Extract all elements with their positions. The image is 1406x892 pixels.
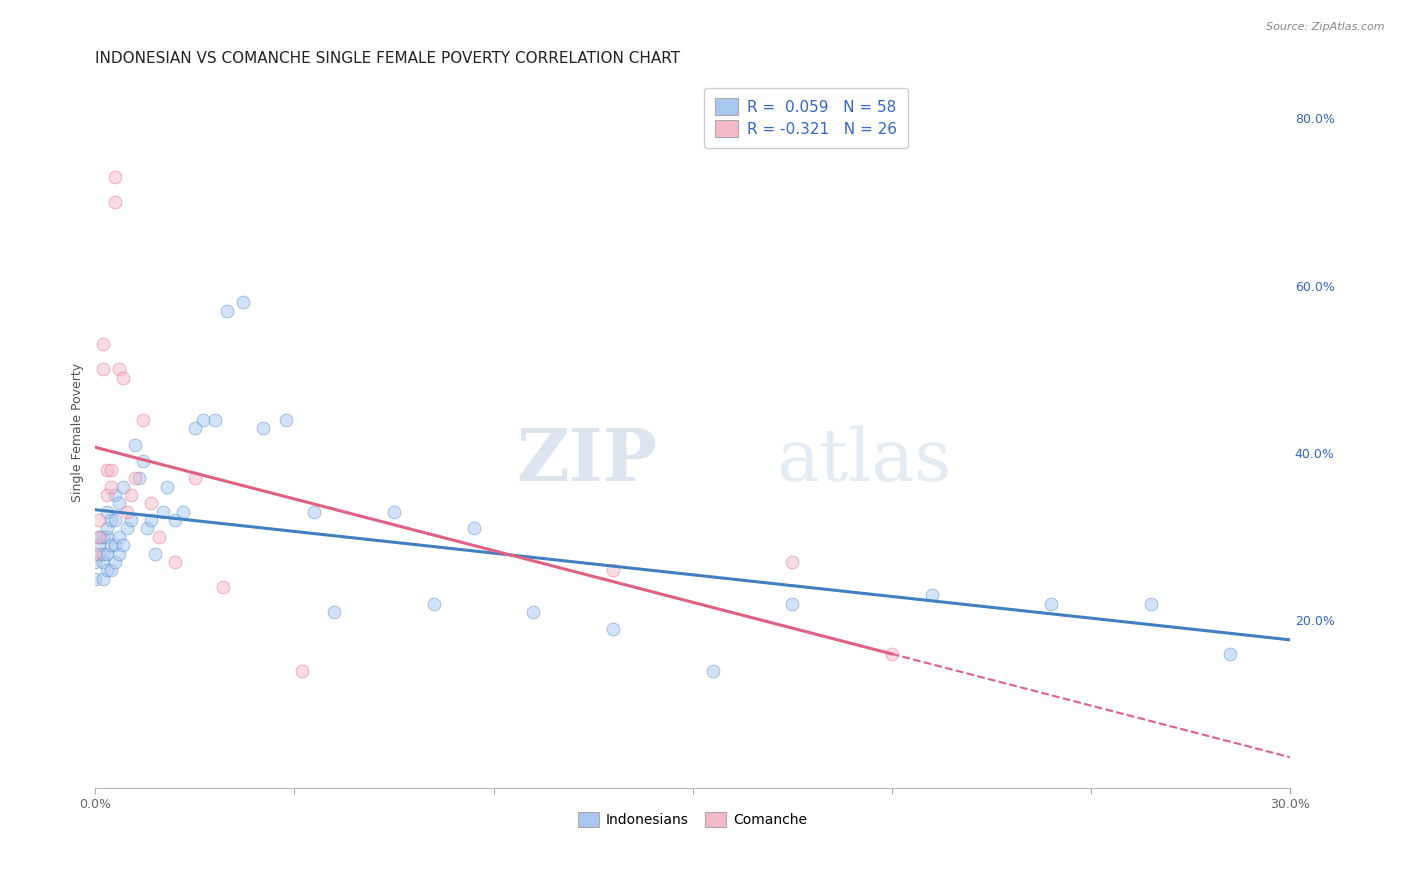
Point [128, 471, 150, 485]
Point [96, 547, 118, 561]
Point [143, 547, 166, 561]
Text: ZIP: ZIP [516, 425, 657, 496]
Point [163, 555, 186, 569]
Point [89, 513, 111, 527]
Y-axis label: Single Female Poverty: Single Female Poverty [72, 363, 84, 502]
Point [132, 454, 155, 468]
Point [91, 572, 114, 586]
Point [191, 412, 214, 426]
Point [104, 555, 127, 569]
Point [323, 605, 346, 619]
Point [232, 295, 254, 310]
Point [112, 538, 135, 552]
Point [108, 362, 131, 376]
Point [1040, 597, 1063, 611]
Point [276, 412, 298, 426]
Point [96, 463, 118, 477]
Point [124, 471, 146, 485]
Point [89, 547, 111, 561]
Point [291, 664, 314, 678]
Point [156, 480, 179, 494]
Point [124, 438, 146, 452]
Point [84, 555, 107, 569]
Point [104, 488, 127, 502]
Point [120, 488, 142, 502]
Text: INDONESIAN VS COMANCHE SINGLE FEMALE POVERTY CORRELATION CHART: INDONESIAN VS COMANCHE SINGLE FEMALE POV… [96, 51, 681, 66]
Point [108, 496, 131, 510]
Point [602, 622, 624, 636]
Point [136, 521, 159, 535]
Point [148, 530, 170, 544]
Point [91, 337, 114, 351]
Point [112, 480, 135, 494]
Point [211, 580, 233, 594]
Point [163, 513, 186, 527]
Point [602, 563, 624, 577]
Point [423, 597, 446, 611]
Point [100, 513, 122, 527]
Point [84, 547, 107, 561]
Point [115, 521, 138, 535]
Point [89, 538, 111, 552]
Point [304, 505, 326, 519]
Point [780, 597, 803, 611]
Point [108, 547, 131, 561]
Point [921, 588, 943, 602]
Point [702, 664, 724, 678]
Point [1139, 597, 1161, 611]
Point [100, 563, 122, 577]
Point [100, 480, 122, 494]
Point [172, 505, 194, 519]
Point [522, 605, 544, 619]
Point [108, 530, 131, 544]
Point [184, 471, 207, 485]
Point [104, 538, 127, 552]
Point [91, 547, 114, 561]
Point [1219, 647, 1241, 661]
Point [780, 555, 803, 569]
Point [100, 538, 122, 552]
Point [463, 521, 485, 535]
Point [215, 304, 238, 318]
Point [139, 496, 162, 510]
Point [89, 530, 111, 544]
Point [204, 412, 226, 426]
Point [96, 521, 118, 535]
Point [104, 195, 127, 210]
Point [91, 362, 114, 376]
Point [252, 421, 274, 435]
Point [880, 647, 903, 661]
Point [115, 505, 138, 519]
Point [139, 513, 162, 527]
Point [96, 488, 118, 502]
Point [84, 572, 107, 586]
Point [96, 563, 118, 577]
Point [91, 555, 114, 569]
Point [132, 412, 155, 426]
Point [382, 505, 405, 519]
Point [89, 530, 111, 544]
Point [104, 169, 127, 184]
Point [120, 513, 142, 527]
Text: Source: ZipAtlas.com: Source: ZipAtlas.com [1267, 22, 1385, 32]
Point [152, 505, 174, 519]
Point [104, 513, 127, 527]
Point [91, 530, 114, 544]
Legend: Indonesians, Comanche: Indonesians, Comanche [571, 805, 814, 834]
Text: atlas: atlas [776, 425, 952, 496]
Point [96, 505, 118, 519]
Point [112, 371, 135, 385]
Point [184, 421, 207, 435]
Point [100, 463, 122, 477]
Point [96, 530, 118, 544]
